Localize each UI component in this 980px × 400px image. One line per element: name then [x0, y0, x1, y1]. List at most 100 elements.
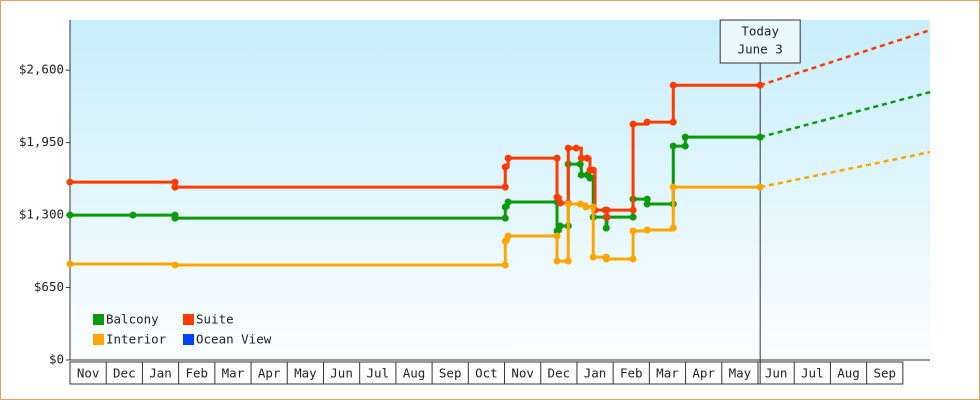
- x-tick-label: Apr: [692, 366, 715, 381]
- price-point: [756, 133, 764, 141]
- price-point: [556, 222, 564, 230]
- price-point: [504, 154, 512, 162]
- price-point: [603, 206, 611, 214]
- price-point: [66, 211, 74, 219]
- price-point: [129, 211, 137, 219]
- price-point: [501, 183, 509, 191]
- price-point: [171, 261, 179, 269]
- price-point: [564, 257, 572, 265]
- price-point: [603, 213, 611, 221]
- x-tick-label: Nov: [77, 366, 100, 381]
- price-point: [572, 144, 580, 152]
- price-point: [643, 195, 651, 203]
- price-point: [629, 227, 637, 235]
- price-point: [501, 163, 509, 171]
- today-label: June 3: [738, 42, 783, 57]
- x-tick-label: Mar: [656, 366, 679, 381]
- x-tick-label: Jul: [367, 366, 390, 381]
- x-tick-label: Jan: [149, 366, 172, 381]
- price-point: [589, 203, 597, 211]
- x-tick-label: Feb: [185, 366, 208, 381]
- x-tick-label: Sep: [439, 366, 462, 381]
- price-point: [669, 142, 677, 150]
- price-point: [583, 154, 591, 162]
- legend-label: Suite: [196, 312, 234, 327]
- price-point: [553, 232, 561, 240]
- legend-label: Balcony: [106, 312, 159, 327]
- x-tick-label: Jun: [330, 366, 353, 381]
- price-point: [629, 120, 637, 128]
- price-point: [504, 232, 512, 240]
- price-point: [576, 160, 584, 168]
- y-tick-label: $1,300: [19, 207, 64, 222]
- price-point: [553, 227, 561, 235]
- price-point: [681, 133, 689, 141]
- x-tick-label: Aug: [837, 366, 860, 381]
- price-point: [582, 203, 590, 211]
- forecast-line: [759, 90, 931, 139]
- price-point: [643, 118, 651, 126]
- y-tick-label: $650: [34, 279, 64, 294]
- price-point: [576, 200, 584, 208]
- forecast-line: [759, 150, 931, 189]
- y-tick-label: $2,600: [19, 62, 64, 77]
- price-point: [756, 183, 764, 191]
- price-point: [564, 144, 572, 152]
- price-point: [577, 154, 585, 162]
- price-point: [553, 193, 561, 201]
- x-tick-label: Apr: [258, 366, 281, 381]
- price-point: [756, 81, 764, 89]
- price-point: [553, 257, 561, 265]
- price-point: [589, 253, 597, 261]
- price-point: [629, 213, 637, 221]
- today-box: [719, 19, 801, 64]
- x-tick-label: Oct: [475, 366, 498, 381]
- plot-area: [70, 20, 930, 360]
- price-point: [504, 198, 512, 206]
- price-point: [681, 142, 689, 150]
- legend-label: Ocean View: [196, 332, 272, 347]
- price-point: [171, 214, 179, 222]
- price-point: [501, 261, 509, 269]
- x-tick-label: Mar: [222, 366, 245, 381]
- price-point: [564, 200, 572, 208]
- price-point: [602, 224, 610, 232]
- x-tick-label: May: [294, 366, 317, 381]
- price-point: [66, 178, 74, 186]
- price-point: [171, 183, 179, 191]
- price-point: [501, 214, 509, 222]
- price-point: [643, 200, 651, 208]
- x-tick-label: Dec: [113, 366, 136, 381]
- legend-swatch: [183, 334, 194, 345]
- x-tick-label: Sep: [873, 366, 896, 381]
- price-point: [669, 224, 677, 232]
- price-point: [556, 199, 564, 207]
- x-tick-label: Nov: [511, 366, 534, 381]
- today-label: Today: [741, 24, 779, 39]
- y-tick-label: $1,950: [19, 134, 64, 149]
- price-point: [577, 171, 585, 179]
- x-tick-label: Dec: [548, 366, 571, 381]
- legend-swatch: [93, 334, 104, 345]
- x-tick-label: Jan: [584, 366, 607, 381]
- legend-swatch: [93, 314, 104, 325]
- x-tick-label: May: [729, 366, 752, 381]
- price-point: [171, 178, 179, 186]
- price-point: [669, 183, 677, 191]
- price-point: [589, 166, 597, 174]
- price-point: [669, 118, 677, 126]
- x-tick-label: Aug: [403, 366, 426, 381]
- price-point: [602, 255, 610, 263]
- price-point: [553, 154, 561, 162]
- price-point: [629, 255, 637, 263]
- y-tick-label: $0: [49, 352, 64, 367]
- legend-swatch: [183, 314, 194, 325]
- price-point: [629, 206, 637, 214]
- forecast-line: [759, 28, 931, 87]
- price-point: [66, 260, 74, 268]
- x-tick-label: Jun: [765, 366, 788, 381]
- legend-label: Interior: [106, 332, 167, 347]
- x-tick-label: Feb: [620, 366, 643, 381]
- x-tick-label: Jul: [801, 366, 824, 381]
